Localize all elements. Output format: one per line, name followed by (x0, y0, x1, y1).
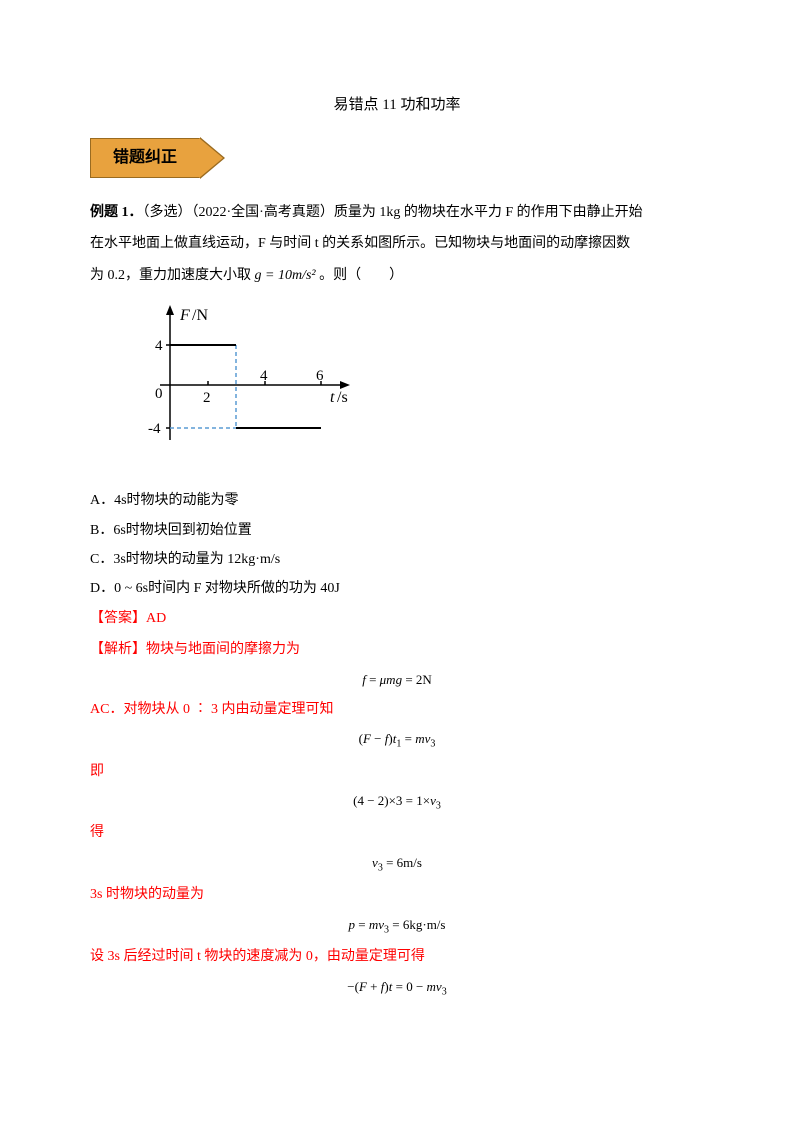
svg-text:4: 4 (155, 338, 163, 354)
formula-3: (4 − 2)×3 = 1×v3 (90, 788, 704, 817)
force-time-chart: F /N t /s 4 0 -4 2 4 6 (120, 300, 704, 476)
solution-step2c: 内由动量定理可知 (218, 702, 334, 717)
solution-label: 【解析】 (90, 642, 146, 657)
solution-step3: 即 (90, 757, 704, 786)
solution-step6: 设 3s 后经过时间 t 物块的速度减为 0，由动量定理可得 (90, 942, 704, 971)
solution-step2a: AC．对物块从 (90, 702, 183, 717)
question-text-1: （多选）（2022·全国·高考真题）质量为 1kg 的物块在水平力 F 的作用下… (143, 205, 643, 220)
question-line3: 为 0.2，重力加速度大小取 g = 10m/s² 。则（ ） (90, 261, 704, 290)
question-text-3a: 为 0.2，重力加速度大小取 (90, 268, 255, 283)
question-line2: 在水平地面上做直线运动，F 与时间 t 的关系如图所示。已知物块与地面间的动摩擦… (90, 229, 704, 258)
formula-5: p = mv3 = 6kg·m/s (90, 912, 704, 941)
svg-text:t: t (330, 389, 335, 406)
option-b: B．6s时物块回到初始位置 (90, 516, 704, 545)
solution-step1: 物块与地面间的摩擦力为 (146, 642, 300, 657)
banner-arrow (199, 138, 223, 178)
svg-text:4: 4 (260, 368, 268, 384)
solution-step5: 3s 时物块的动量为 (90, 880, 704, 909)
banner-rect: 错题纠正 (90, 138, 200, 178)
answer-line: 【答案】AD (90, 604, 704, 633)
svg-text:6: 6 (316, 368, 324, 384)
option-c: C．3s时物块的动量为 12kg·m/s (90, 545, 704, 574)
solution-step2b: 0 ∶ 3 (183, 702, 218, 717)
formula-6: −(F + f)t = 0 − mv3 (90, 974, 704, 1003)
section-banner: 错题纠正 (90, 138, 228, 178)
question-text-3c: 。则（ ） (316, 268, 404, 283)
formula-2: (F − f)t1 = mv3 (90, 726, 704, 755)
svg-text:F: F (179, 307, 190, 324)
question-formula-g: g = 10m/s² (255, 268, 316, 283)
svg-text:2: 2 (203, 390, 211, 406)
solution-line1: 【解析】物块与地面间的摩擦力为 (90, 635, 704, 664)
solution-step4: 得 (90, 818, 704, 847)
formula-4: v3 = 6m/s (90, 850, 704, 879)
answer-label: 【答案】 (90, 611, 146, 626)
option-d: D．0 ~ 6s时间内 F 对物块所做的功为 40J (90, 574, 704, 603)
svg-text:0: 0 (155, 386, 163, 402)
option-a: A．4s时物块的动能为零 (90, 486, 704, 515)
formula-1: f = μmg = 2N (90, 667, 704, 693)
svg-text:-4: -4 (148, 421, 161, 437)
svg-text:/N: /N (192, 307, 208, 324)
answer-value: AD (146, 611, 166, 626)
question-line1: 例题 1．（多选）（2022·全国·高考真题）质量为 1kg 的物块在水平力 F… (90, 198, 704, 227)
solution-line2: AC．对物块从 0 ∶ 3 内由动量定理可知 (90, 695, 704, 724)
svg-text:/s: /s (337, 389, 348, 406)
question-prefix: 例题 1． (90, 205, 143, 220)
page-title: 易错点 11 功和功率 (90, 90, 704, 120)
